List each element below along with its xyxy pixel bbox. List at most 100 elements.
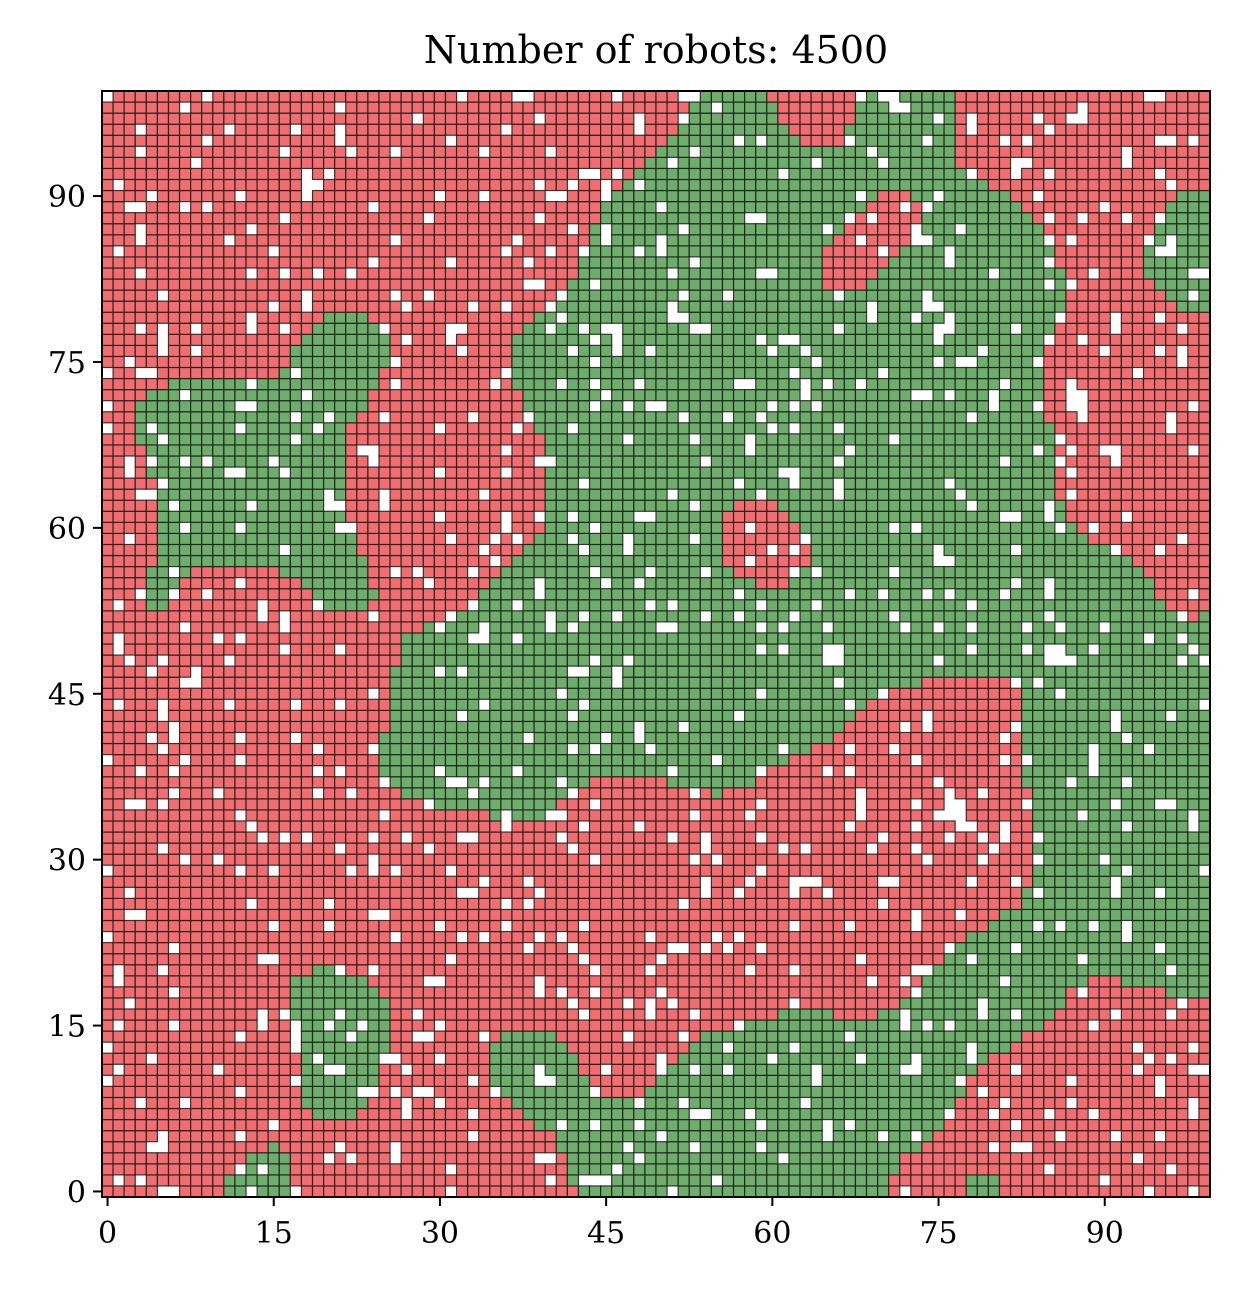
cell-red <box>522 964 535 977</box>
cell-green <box>943 643 956 656</box>
cell-green <box>932 599 945 612</box>
cell-green <box>799 1074 812 1087</box>
cell-red <box>511 1130 524 1143</box>
cell-red <box>755 897 768 911</box>
cell-red <box>145 919 159 933</box>
cell-red <box>987 1085 1001 1099</box>
cell-red <box>921 886 934 899</box>
cell-red <box>699 864 713 877</box>
cell-green <box>1153 787 1167 800</box>
cell-red <box>577 853 591 866</box>
cell-red <box>455 1074 469 1087</box>
cell-green <box>788 1052 801 1065</box>
cell-red <box>167 1174 181 1187</box>
cell-green <box>721 1174 735 1187</box>
cell-green <box>821 1174 834 1187</box>
cell-red <box>544 897 557 911</box>
cell-red <box>688 942 701 955</box>
cell-green <box>455 720 469 734</box>
cell-green <box>1021 908 1034 922</box>
cell-green <box>888 1019 901 1032</box>
cell-green <box>865 676 879 689</box>
cell-red <box>267 809 280 822</box>
cell-red <box>1032 1041 1045 1054</box>
cell-red <box>489 1185 502 1198</box>
cell-green <box>1065 875 1078 888</box>
cell-red <box>256 930 269 944</box>
cell-red <box>223 643 236 656</box>
cell-red <box>444 1174 458 1187</box>
cell-red <box>611 975 624 988</box>
cell-red <box>101 643 114 656</box>
cell-red <box>345 676 358 689</box>
cell-red <box>334 1163 347 1176</box>
cell-red <box>987 776 1001 789</box>
cell-green <box>998 1030 1012 1043</box>
cell-green <box>1021 709 1034 723</box>
cell-green <box>1021 886 1034 899</box>
cell-red <box>865 930 879 944</box>
cell-green <box>677 1074 690 1087</box>
cell-red <box>821 753 834 767</box>
cell-red <box>311 665 325 678</box>
cell-red <box>633 809 646 822</box>
cell-red <box>732 809 746 822</box>
cell-green <box>1065 665 1078 678</box>
cell-red <box>433 864 447 877</box>
cell-red <box>478 1074 491 1087</box>
cell-red <box>1098 1085 1111 1099</box>
cell-red <box>976 908 990 922</box>
cell-green <box>599 676 613 689</box>
cell-red <box>300 809 314 822</box>
cell-green <box>865 632 879 645</box>
cell-red <box>843 997 857 1010</box>
cell-red <box>367 820 380 833</box>
cell-green <box>721 632 735 645</box>
cell-green <box>334 588 347 601</box>
cell-red <box>1109 1085 1122 1099</box>
cell-green <box>943 1041 956 1054</box>
cell-red <box>899 908 912 922</box>
cell-green <box>1109 698 1122 711</box>
cell-red <box>876 975 890 988</box>
cell-red <box>622 953 635 966</box>
cell-green <box>666 1174 679 1187</box>
cell-green <box>766 1118 779 1132</box>
cell-green <box>655 1174 668 1187</box>
cell-green <box>300 986 314 999</box>
cell-red <box>234 1041 247 1054</box>
cell-red <box>101 798 114 811</box>
cell-red <box>444 853 458 866</box>
cell-red <box>611 919 624 933</box>
cell-red <box>943 698 956 711</box>
cell-green <box>910 676 923 689</box>
cell-red <box>943 687 956 700</box>
cell-red <box>444 588 458 601</box>
cell-red <box>976 809 990 822</box>
cell-red <box>976 820 990 833</box>
cell-green <box>311 1074 325 1087</box>
cell-green <box>323 1074 336 1087</box>
cell-red <box>455 1107 469 1121</box>
cell-red <box>910 953 923 966</box>
cell-green <box>1120 953 1134 966</box>
cell-red <box>987 1052 1001 1065</box>
cell-red <box>422 1008 436 1021</box>
cell-red <box>666 1041 679 1054</box>
cell-green <box>1054 864 1067 877</box>
cell-red <box>888 731 901 745</box>
cell-green <box>688 698 701 711</box>
cell-red <box>1153 1052 1167 1065</box>
cell-red <box>112 1141 125 1154</box>
cell-red <box>400 1041 413 1054</box>
cell-green <box>732 1041 746 1054</box>
cell-green <box>710 709 724 723</box>
cell-green <box>744 731 757 745</box>
cell-red <box>1187 1152 1200 1165</box>
cell-red <box>511 875 524 888</box>
cell-green <box>511 665 524 678</box>
cell-red <box>234 787 247 800</box>
cell-red <box>710 964 724 977</box>
cell-green <box>732 1130 746 1143</box>
cell-green <box>1065 809 1078 822</box>
